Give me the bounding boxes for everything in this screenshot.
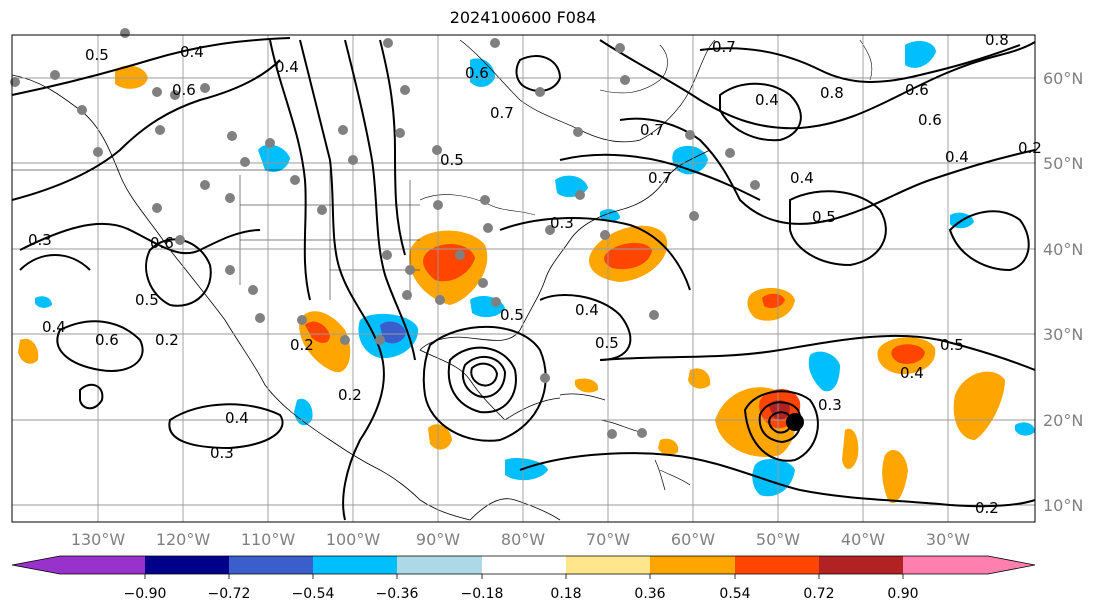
contour-label: 0.5 — [812, 208, 836, 226]
contour-labels: 0.5 0.4 0.6 0.4 0.7 0.8 0.7 0.4 0.6 0.8 … — [28, 31, 1042, 517]
contour-label: 0.5 — [135, 291, 159, 309]
lon-label: 50°W — [756, 530, 800, 549]
lat-label: 50°N — [1043, 154, 1083, 173]
colorbar-segment — [819, 556, 903, 574]
contour-label: 0.4 — [900, 364, 924, 382]
colorbar-segment — [566, 556, 650, 574]
contour-label: 0.4 — [755, 91, 779, 109]
colorbar-tick-label: 0.90 — [887, 586, 918, 602]
lon-label: 110°W — [241, 530, 296, 549]
contour-label: 0.6 — [95, 331, 119, 349]
contour-label: 0.2 — [155, 331, 179, 349]
colorbar-tick-label: −0.36 — [376, 586, 419, 602]
lon-label: 130°W — [71, 530, 126, 549]
contour-label: 0.7 — [490, 104, 514, 122]
colorbar-segment — [988, 556, 1035, 574]
contour-label: 0.5 — [440, 151, 464, 169]
colorbar-tick-label: 0.54 — [719, 586, 750, 602]
lat-label: 40°N — [1043, 240, 1083, 259]
lon-label: 120°W — [156, 530, 211, 549]
map-frame — [11, 34, 1036, 523]
colorbar-segment — [12, 556, 60, 574]
colorbar-segment — [482, 556, 566, 574]
lon-label: 80°W — [501, 530, 545, 549]
lon-label: 70°W — [586, 530, 630, 549]
lat-label: 10°N — [1043, 496, 1083, 515]
colorbar-segment — [313, 556, 397, 574]
contour-label: 0.6 — [465, 64, 489, 82]
map-panel: 0.5 0.4 0.6 0.4 0.7 0.8 0.7 0.4 0.6 0.8 … — [10, 28, 1042, 523]
lon-label: 60°W — [671, 530, 715, 549]
contour-label: 0.3 — [28, 231, 52, 249]
colorbar-tick-label: 0.18 — [550, 586, 581, 602]
colorbar-tick-label: −0.18 — [461, 586, 504, 602]
longitude-axis: 130°W 120°W 110°W 100°W 90°W 80°W 70°W 6… — [71, 530, 970, 549]
colorbar-segment — [145, 556, 229, 574]
contour-label: 0.3 — [818, 396, 842, 414]
contour-label: 0.4 — [275, 58, 299, 76]
contour-label: 0.5 — [595, 334, 619, 352]
contour-label: 0.7 — [648, 169, 672, 187]
contour-label: 0.7 — [640, 121, 664, 139]
contour-label: 0.8 — [820, 84, 844, 102]
contour-label: 0.6 — [905, 81, 929, 99]
lat-label: 20°N — [1043, 411, 1083, 430]
contour-label: 0.5 — [500, 306, 524, 324]
colorbar-segment — [650, 556, 735, 574]
contour-label: 0.2 — [975, 499, 999, 517]
lon-label: 90°W — [416, 530, 460, 549]
coastlines — [11, 39, 873, 521]
contour-label: 0.4 — [42, 318, 66, 336]
contour-label: 0.7 — [712, 38, 736, 56]
contour-label: 0.8 — [985, 31, 1009, 49]
colorbar-segment — [229, 556, 313, 574]
contour-label: 0.3 — [210, 444, 234, 462]
contour-label: 0.2 — [290, 336, 314, 354]
lon-label: 30°W — [926, 530, 970, 549]
contour-label: 0.4 — [225, 409, 249, 427]
contour-label: 0.4 — [945, 148, 969, 166]
contour-label: 0.6 — [150, 234, 174, 252]
map-title: 2024100600 F084 — [449, 8, 597, 27]
contour-label: 0.5 — [940, 336, 964, 354]
contour-label: 0.6 — [172, 81, 196, 99]
lat-label: 60°N — [1043, 69, 1083, 88]
colorbar-segment — [735, 556, 819, 574]
lon-label: 100°W — [326, 530, 381, 549]
storm-center-marker — [786, 413, 804, 431]
colorbar-segment — [903, 556, 988, 574]
colorbar-tick-label: −0.54 — [292, 586, 335, 602]
colorbar-outline — [11, 555, 1036, 575]
contour-label: 0.3 — [550, 214, 574, 232]
colorbar-tick-label: 0.36 — [634, 586, 665, 602]
contour-label: 0.4 — [180, 43, 204, 61]
colorbar-tick-label: 0.72 — [803, 586, 834, 602]
lat-label: 30°N — [1043, 325, 1083, 344]
colorbar-tick-label: −0.90 — [124, 586, 167, 602]
lon-label: 40°W — [841, 530, 885, 549]
colorbar-segment — [60, 556, 145, 574]
contour-label: 0.2 — [338, 386, 362, 404]
contour-label: 0.4 — [790, 169, 814, 187]
colorbar: −0.90 −0.72 −0.54 −0.36 −0.18 0.18 0.36 … — [11, 555, 1036, 602]
latitude-axis: 60°N 50°N 40°N 30°N 20°N 10°N — [1043, 69, 1083, 515]
contour-label: 0.4 — [575, 301, 599, 319]
contour-label: 0.6 — [918, 111, 942, 129]
contour-label: 0.5 — [85, 46, 109, 64]
station-markers — [10, 28, 760, 439]
colorbar-tick-label: −0.72 — [208, 586, 251, 602]
contour-label: 0.2 — [1018, 139, 1042, 157]
colorbar-segment — [397, 556, 482, 574]
